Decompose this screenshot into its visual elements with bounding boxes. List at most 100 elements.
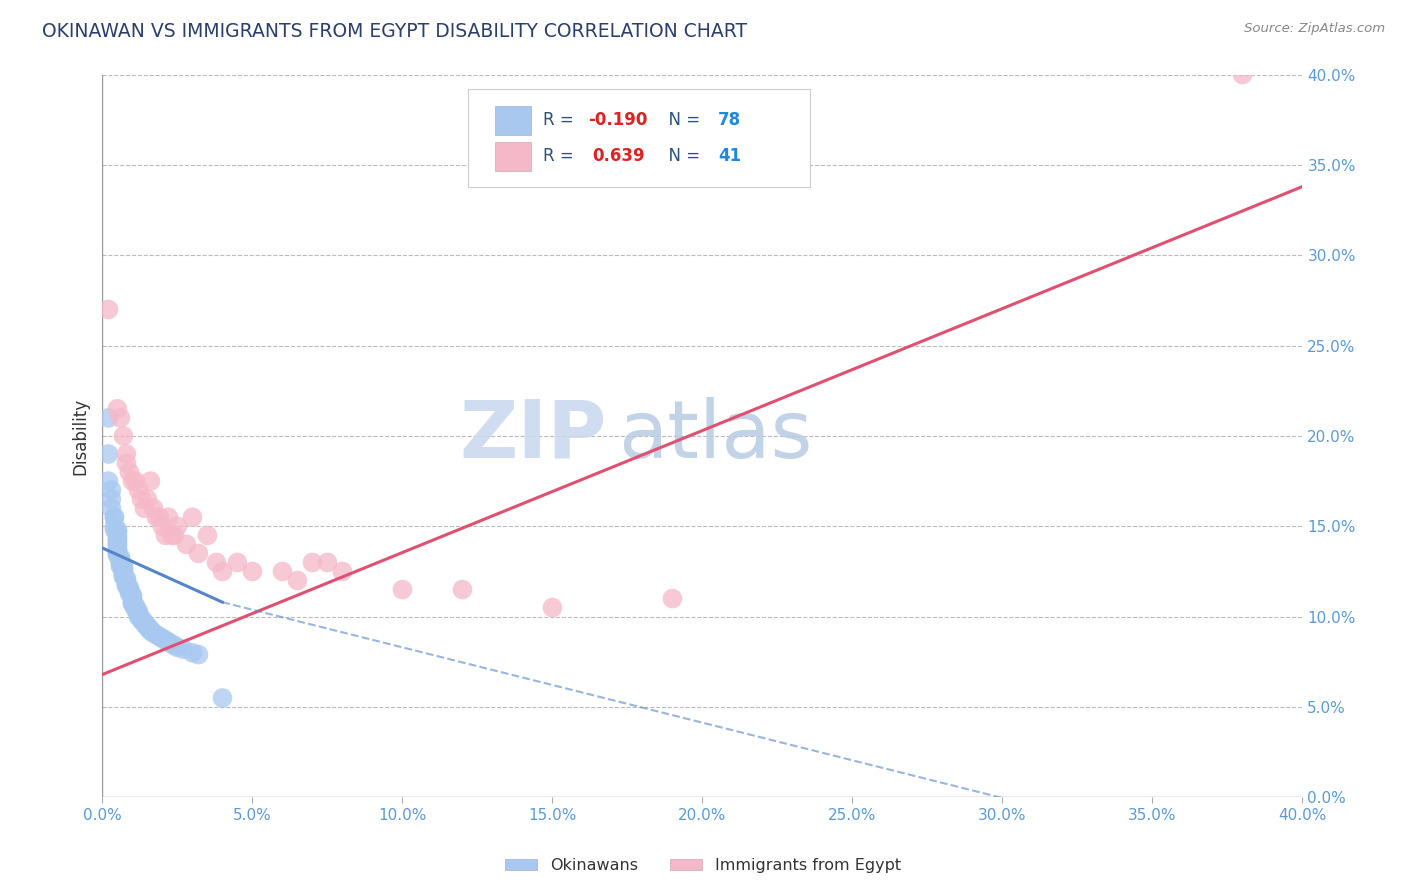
Point (115, 456, 138, 470)
Point (152, 632, 174, 646)
Text: R =: R = (543, 147, 579, 165)
Point (139, 623, 162, 637)
Point (157, 510, 180, 524)
Point (100, 501, 122, 516)
Point (121, 590, 143, 604)
Point (163, 528, 186, 542)
Text: Source: ZipAtlas.com: Source: ZipAtlas.com (1244, 22, 1385, 36)
Point (127, 604, 149, 618)
Bar (495, 142, 531, 170)
Point (115, 447, 138, 461)
Point (136, 620, 159, 634)
Point (139, 624, 162, 639)
Point (127, 607, 149, 622)
Point (110, 410, 132, 425)
Point (118, 581, 141, 595)
Point (155, 633, 177, 648)
Point (166, 640, 188, 655)
Text: OKINAWAN VS IMMIGRANTS FROM EGYPT DISABILITY CORRELATION CHART: OKINAWAN VS IMMIGRANTS FROM EGYPT DISABI… (42, 22, 748, 41)
Point (110, 554, 132, 568)
Point (112, 429, 135, 443)
Point (121, 474, 143, 488)
Point (205, 556, 228, 570)
Point (124, 599, 146, 613)
Point (176, 537, 198, 551)
Point (124, 600, 146, 615)
Point (100, 492, 122, 507)
Point (145, 510, 167, 524)
Y-axis label: Disability: Disability (72, 397, 89, 475)
Point (121, 591, 143, 606)
Point (211, 565, 233, 579)
Point (112, 563, 135, 577)
Point (107, 541, 129, 555)
Point (145, 628, 167, 642)
Point (155, 528, 177, 542)
Text: 41: 41 (718, 147, 741, 165)
Point (197, 528, 219, 542)
Point (103, 523, 125, 537)
Point (287, 574, 309, 588)
Text: 78: 78 (718, 112, 741, 129)
Point (661, 591, 683, 606)
Point (121, 588, 143, 602)
Point (110, 558, 132, 572)
Point (118, 582, 141, 597)
Point (103, 519, 125, 533)
Point (107, 523, 129, 537)
Point (157, 635, 180, 649)
Text: N =: N = (658, 112, 706, 129)
Point (107, 548, 129, 562)
Point (127, 606, 149, 620)
Point (152, 519, 174, 533)
Point (136, 492, 159, 507)
Point (142, 501, 165, 516)
Point (110, 549, 132, 564)
Point (187, 546, 209, 560)
Point (97, 474, 120, 488)
Point (139, 474, 162, 488)
Text: -0.190: -0.190 (589, 112, 648, 129)
Text: ZIP: ZIP (460, 397, 606, 475)
Legend: Okinawans, Immigrants from Egypt: Okinawans, Immigrants from Egypt (499, 852, 907, 880)
Point (97, 410, 120, 425)
Bar (495, 105, 531, 135)
Point (124, 602, 146, 616)
Point (107, 546, 129, 560)
Point (115, 577, 138, 591)
Point (107, 537, 129, 551)
Point (115, 574, 138, 588)
Point (187, 648, 209, 662)
Point (127, 483, 149, 498)
Point (451, 582, 474, 597)
Point (121, 595, 143, 609)
Point (136, 618, 159, 632)
Point (112, 570, 135, 584)
Point (110, 551, 132, 566)
Point (121, 597, 143, 611)
Point (115, 575, 138, 590)
Point (112, 565, 135, 579)
Point (107, 401, 129, 416)
Point (103, 510, 125, 524)
Point (107, 544, 129, 558)
Point (110, 559, 132, 574)
Text: N =: N = (658, 147, 706, 165)
Point (131, 492, 153, 507)
Point (118, 584, 141, 599)
Point (131, 611, 153, 625)
Point (110, 556, 132, 570)
Point (115, 572, 138, 586)
Point (97, 447, 120, 461)
Point (112, 568, 135, 582)
Text: R =: R = (543, 112, 579, 129)
Point (112, 561, 135, 575)
Point (134, 501, 156, 516)
Point (211, 690, 233, 705)
Point (118, 465, 141, 479)
Point (316, 556, 339, 570)
Point (124, 474, 146, 488)
Point (181, 646, 204, 660)
Point (242, 565, 264, 579)
Point (391, 582, 413, 597)
